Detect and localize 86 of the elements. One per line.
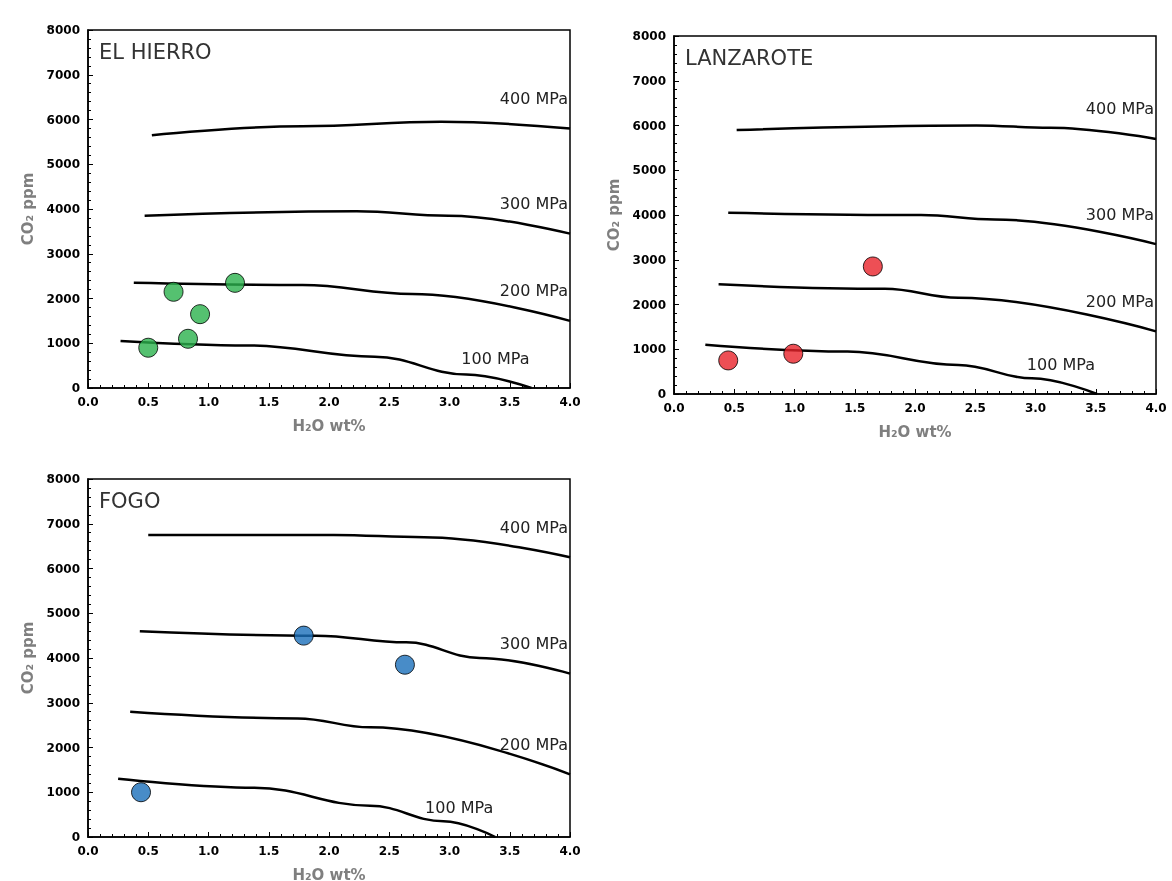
x-tick-label: 0.0 bbox=[77, 395, 99, 409]
y-tick-label: 1000 bbox=[632, 342, 666, 357]
x-tick-label: 2.0 bbox=[904, 401, 926, 415]
series-label: 400 MPa bbox=[1085, 99, 1154, 119]
chart-title: EL HIERRO bbox=[99, 39, 212, 64]
point bbox=[862, 256, 883, 277]
point bbox=[783, 343, 804, 364]
x-tick-label: 0.0 bbox=[663, 401, 685, 415]
y-axis-title: CO₂ ppm bbox=[19, 621, 38, 695]
point bbox=[178, 328, 199, 349]
x-tick-label: 3.0 bbox=[1024, 401, 1047, 415]
point bbox=[131, 782, 152, 803]
x-tick-label: 0.5 bbox=[137, 395, 159, 409]
y-tick-label: 7000 bbox=[46, 516, 80, 531]
y-axis-title: CO₂ ppm bbox=[605, 178, 624, 252]
y-tick-label: 8000 bbox=[46, 472, 80, 486]
point bbox=[394, 654, 415, 675]
y-tick-label: 0 bbox=[71, 830, 80, 844]
y-tick-label: 3000 bbox=[46, 246, 80, 261]
y-tick-label: 0 bbox=[657, 387, 666, 401]
y-tick-label: 3000 bbox=[632, 252, 666, 267]
x-tick-label: 1.0 bbox=[197, 395, 220, 409]
series-label: 100 MPa bbox=[1026, 354, 1095, 374]
y-tick-label: 4000 bbox=[632, 208, 666, 222]
x-tick-label: 1.5 bbox=[844, 401, 866, 415]
x-tick-label: 1.0 bbox=[197, 844, 220, 858]
x-tick-label: 1.0 bbox=[783, 401, 806, 415]
x-tick-label: 2.5 bbox=[964, 401, 986, 415]
series-label: 300 MPa bbox=[499, 194, 568, 214]
y-tick-label: 1000 bbox=[46, 785, 80, 800]
x-tick-label: 4.0 bbox=[559, 395, 581, 409]
x-tick-label: 2.0 bbox=[318, 395, 340, 409]
x-tick-label: 3.5 bbox=[1085, 401, 1107, 415]
point bbox=[718, 350, 739, 371]
x-tick-label: 3.0 bbox=[438, 395, 461, 409]
series-label: 200 MPa bbox=[499, 734, 568, 754]
x-axis-title: H₂O wt% bbox=[292, 865, 366, 881]
point bbox=[138, 337, 159, 358]
chart-title: LANZAROTE bbox=[685, 45, 814, 70]
point bbox=[163, 281, 184, 302]
y-tick-label: 2000 bbox=[46, 740, 80, 755]
point bbox=[293, 625, 314, 646]
y-tick-label: 2000 bbox=[632, 297, 666, 312]
series-label: 400 MPa bbox=[499, 88, 568, 108]
y-tick-label: 5000 bbox=[46, 606, 80, 621]
y-tick-label: 3000 bbox=[46, 695, 80, 710]
y-tick-label: 6000 bbox=[46, 561, 80, 576]
y-tick-label: 1000 bbox=[46, 336, 80, 351]
x-axis-title: H₂O wt% bbox=[292, 416, 366, 435]
x-tick-label: 3.5 bbox=[499, 395, 521, 409]
y-tick-label: 5000 bbox=[632, 163, 666, 178]
y-tick-label: 6000 bbox=[46, 112, 80, 127]
point bbox=[190, 304, 211, 325]
y-axis-title: CO₂ ppm bbox=[19, 172, 38, 246]
series-label: 100 MPa bbox=[425, 797, 494, 817]
series-label: 100 MPa bbox=[461, 348, 530, 368]
y-tick-label: 7000 bbox=[46, 67, 80, 82]
y-tick-label: 5000 bbox=[46, 157, 80, 172]
x-tick-label: 1.5 bbox=[258, 395, 280, 409]
chart-title: FOGO bbox=[99, 488, 161, 513]
point bbox=[225, 272, 246, 293]
x-tick-label: 3.0 bbox=[438, 844, 461, 858]
series-label: 200 MPa bbox=[1085, 291, 1154, 311]
x-tick-label: 4.0 bbox=[559, 844, 581, 858]
x-tick-label: 0.5 bbox=[137, 844, 159, 858]
y-tick-label: 6000 bbox=[632, 118, 666, 133]
y-tick-label: 4000 bbox=[46, 651, 80, 665]
x-tick-label: 4.0 bbox=[1145, 401, 1167, 415]
y-tick-label: 8000 bbox=[632, 29, 666, 43]
x-tick-label: 0.0 bbox=[77, 844, 99, 858]
x-tick-label: 1.5 bbox=[258, 844, 280, 858]
y-tick-label: 7000 bbox=[632, 73, 666, 88]
y-tick-label: 2000 bbox=[46, 291, 80, 306]
y-tick-label: 4000 bbox=[46, 202, 80, 216]
x-axis-title: H₂O wt% bbox=[878, 422, 952, 441]
x-tick-label: 0.5 bbox=[723, 401, 745, 415]
series-label: 300 MPa bbox=[499, 634, 568, 654]
x-tick-label: 3.5 bbox=[499, 844, 521, 858]
x-tick-label: 2.0 bbox=[318, 844, 340, 858]
y-tick-label: 0 bbox=[71, 381, 80, 395]
x-tick-label: 2.5 bbox=[378, 844, 400, 858]
x-tick-label: 2.5 bbox=[378, 395, 400, 409]
y-tick-label: 8000 bbox=[46, 23, 80, 37]
series-label: 300 MPa bbox=[1085, 204, 1154, 224]
series-label: 400 MPa bbox=[499, 517, 568, 537]
series-label: 200 MPa bbox=[499, 281, 568, 301]
